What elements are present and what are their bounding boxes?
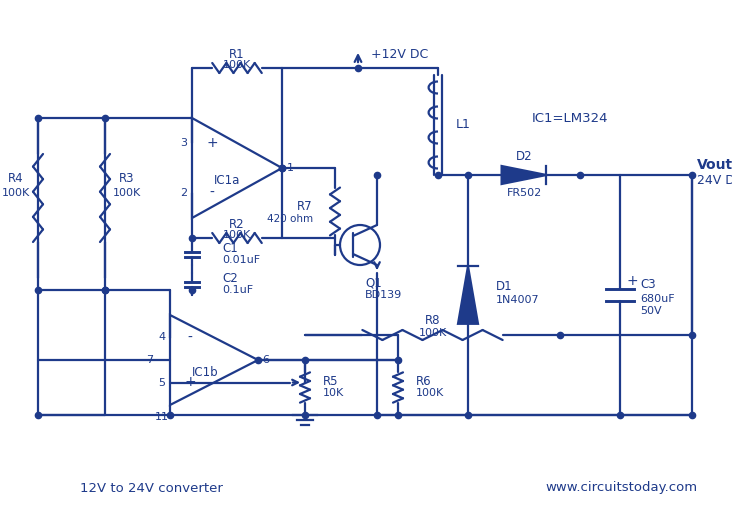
Text: 2: 2	[180, 188, 187, 198]
Text: R5: R5	[323, 375, 338, 388]
Text: C2: C2	[222, 273, 238, 285]
Text: R2: R2	[229, 218, 244, 230]
Text: +: +	[626, 274, 638, 288]
Text: 7: 7	[146, 355, 154, 365]
Text: +: +	[184, 376, 196, 389]
Text: 6: 6	[263, 355, 269, 365]
Text: 3: 3	[181, 138, 187, 148]
Text: FR502: FR502	[507, 188, 542, 198]
Text: 11: 11	[155, 412, 169, 422]
Text: Q1: Q1	[365, 277, 382, 289]
Text: C3: C3	[640, 278, 656, 291]
Text: +: +	[206, 136, 218, 150]
Text: 1: 1	[286, 163, 294, 173]
Text: 24V DC: 24V DC	[697, 174, 732, 186]
Text: R7: R7	[297, 200, 313, 213]
Text: R6: R6	[416, 375, 432, 388]
Text: IC1=LM324: IC1=LM324	[531, 112, 608, 125]
Text: -: -	[209, 186, 214, 200]
Text: Vout: Vout	[697, 158, 732, 172]
Text: 100K: 100K	[2, 188, 30, 198]
Text: R4: R4	[8, 172, 24, 184]
Polygon shape	[458, 266, 478, 324]
Text: www.circuitstoday.com: www.circuitstoday.com	[545, 481, 697, 494]
Text: 100K: 100K	[223, 60, 251, 70]
Text: 4: 4	[158, 332, 165, 342]
Text: 5: 5	[159, 378, 165, 387]
Text: 0.01uF: 0.01uF	[222, 255, 260, 265]
Text: 100K: 100K	[416, 388, 444, 398]
Text: 10K: 10K	[323, 388, 344, 398]
Text: 50V: 50V	[640, 306, 662, 316]
Text: IC1a: IC1a	[214, 174, 240, 186]
Text: C1: C1	[222, 242, 238, 256]
Text: D1: D1	[496, 280, 512, 293]
Text: 100K: 100K	[113, 188, 141, 198]
Text: R1: R1	[229, 47, 244, 61]
Text: R3: R3	[119, 172, 135, 184]
Text: D2: D2	[515, 150, 532, 164]
Text: 0.1uF: 0.1uF	[222, 285, 253, 295]
Text: 12V to 24V converter: 12V to 24V converter	[80, 481, 223, 494]
Text: 680uF: 680uF	[640, 294, 675, 304]
Text: 420 ohm: 420 ohm	[267, 214, 313, 224]
Text: 1N4007: 1N4007	[496, 295, 539, 305]
Text: BD139: BD139	[365, 290, 403, 300]
Text: 100K: 100K	[223, 230, 251, 240]
Text: +12V DC: +12V DC	[371, 48, 429, 62]
Text: IC1b: IC1b	[192, 366, 218, 379]
Text: R8: R8	[425, 315, 440, 328]
Text: 100K: 100K	[419, 328, 447, 338]
Text: L1: L1	[456, 119, 471, 131]
Text: -: -	[187, 330, 193, 344]
Polygon shape	[501, 166, 546, 184]
